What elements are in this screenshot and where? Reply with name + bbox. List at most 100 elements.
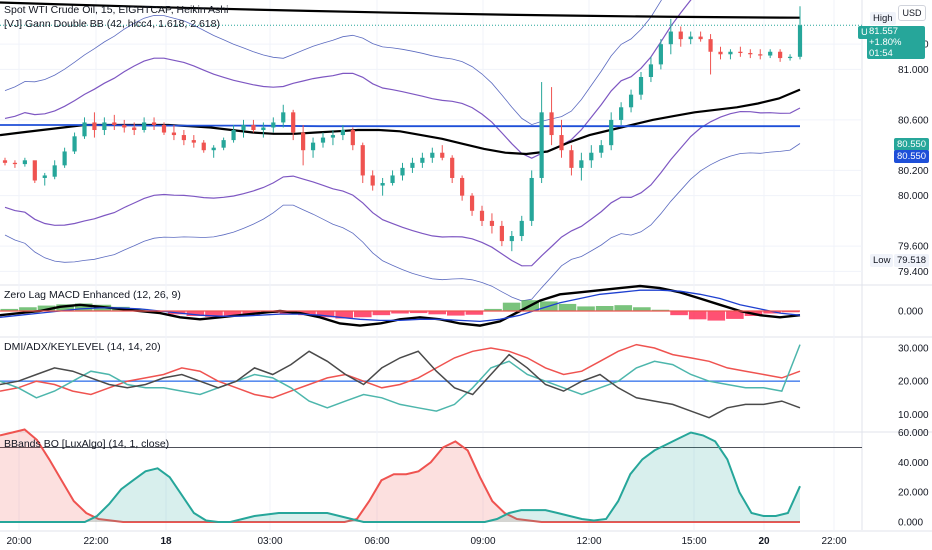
candle-down (549, 112, 554, 136)
bb-tick-label: 20.000 (898, 488, 929, 499)
time-tick-label: 03:00 (257, 536, 282, 547)
blue-level-line (0, 124, 800, 128)
symbol-legend[interactable]: Spot WTI Crude Oil, 15, EIGHTCAP, Heikin… (4, 4, 229, 16)
candle-down (151, 122, 157, 125)
price-tick-label: 79.400 (898, 267, 929, 278)
candle-up (579, 160, 584, 168)
candle-down (499, 225, 504, 242)
dmi-tick-label: 10.000 (898, 410, 929, 421)
dmi-series-line (0, 344, 801, 412)
macd-histogram-bar (484, 308, 502, 311)
candle-up (668, 31, 673, 45)
time-tick-label: 09:00 (470, 536, 495, 547)
candle-down (469, 195, 475, 211)
candle-down (370, 175, 375, 186)
candle-down (678, 31, 683, 40)
candle-up (42, 175, 47, 178)
candle-up (688, 36, 693, 40)
dmi-series-line (0, 350, 801, 419)
candle-down (748, 53, 753, 55)
candle-up (768, 51, 773, 56)
candle-up (82, 122, 87, 137)
candle-up (648, 64, 654, 77)
time-tick-label: 06:00 (364, 536, 389, 547)
candle-up (519, 220, 524, 237)
gann-bb-upper-inner (4, 0, 692, 159)
candle-down (251, 124, 256, 131)
black-moving-average (0, 88, 801, 156)
low-value: 79.518 (894, 254, 930, 267)
macd-series-line (0, 284, 801, 327)
bar-countdown: 01:54 (869, 48, 893, 59)
price-tick-label: 81.000 (898, 65, 929, 76)
bbands-legend[interactable]: BBands BO [LuxAlgo] (14, 1, close) (4, 438, 170, 450)
candle-up (102, 122, 107, 131)
macd-histogram-bar (688, 311, 707, 320)
macd-histogram-bar (205, 311, 223, 317)
macd-histogram-bar (335, 311, 353, 319)
candle-up (628, 94, 634, 108)
price-pane[interactable] (0, 0, 862, 302)
macd-histogram-bar (316, 311, 335, 318)
bbands-pane[interactable] (0, 428, 862, 523)
candle-up (62, 151, 67, 166)
candle-down (479, 210, 485, 221)
high-label: High (870, 12, 896, 25)
macd-histogram-bar (726, 311, 744, 319)
macd-pane[interactable] (0, 284, 801, 327)
candle-up (52, 165, 57, 177)
candle-up (320, 137, 326, 143)
candle-down (718, 51, 723, 55)
candle-up (330, 135, 336, 138)
macd-histogram-bar (595, 306, 614, 311)
candle-up (340, 130, 345, 136)
candle-up (271, 122, 276, 128)
currency-button[interactable]: USD (898, 5, 926, 21)
candle-down (122, 124, 127, 128)
dmi-legend[interactable]: DMI/ADX/KEYLEVEL (14, 14, 20) (4, 341, 161, 353)
time-tick-label: 22:00 (83, 536, 108, 547)
candle-down (132, 127, 137, 131)
candle-down (738, 51, 743, 54)
macd-histogram-bar (409, 311, 428, 314)
dmi-pane[interactable] (0, 343, 801, 419)
dmi-tick-label: 30.000 (898, 343, 929, 354)
candle-up (529, 177, 534, 221)
gann-bb-legend[interactable]: [VJ] Gann Double BB (42, hlcc4, 1.618, 2… (4, 18, 220, 30)
price-change: +1.80% (869, 37, 902, 48)
macd-histogram-bar (353, 311, 372, 318)
time-tick-label: 12:00 (576, 536, 601, 547)
macd-tick-label: 0.000 (898, 307, 923, 318)
candle-up (430, 152, 435, 158)
axes: 20:00 22:00 18 03:00 06:00 09:00 12:00 15:00 20 2… (6, 40, 929, 547)
candle-down (181, 135, 186, 141)
macd-histogram-bar (428, 311, 447, 315)
candle-down (698, 36, 703, 40)
candle-down (708, 39, 713, 52)
level-tag-2: 80.550 (894, 150, 930, 163)
candle-down (191, 140, 196, 143)
last-price: 81.557 (869, 26, 899, 37)
candle-up (241, 124, 246, 131)
time-tick-label: 18 (160, 536, 172, 547)
candle-down (161, 124, 167, 133)
candle-up (728, 51, 733, 55)
macd-histogram-bar (391, 311, 409, 314)
macd-series-line (0, 289, 801, 323)
candle-up (539, 112, 544, 178)
candle-down (201, 142, 206, 151)
candle-up (142, 122, 147, 131)
candle-up (380, 183, 385, 186)
candle-down (291, 112, 296, 133)
candle-up (787, 56, 793, 59)
candle-down (559, 135, 564, 151)
candle-down (12, 162, 18, 165)
price-tick-label: 80.200 (898, 166, 929, 177)
candle-down (758, 54, 763, 56)
bb-tick-label: 60.000 (898, 428, 929, 439)
macd-histogram-bar (186, 311, 205, 316)
macd-legend[interactable]: Zero Lag MACD Enhanced (12, 26, 9) (4, 289, 181, 301)
candle-up (797, 25, 803, 57)
candle-up (589, 152, 594, 161)
